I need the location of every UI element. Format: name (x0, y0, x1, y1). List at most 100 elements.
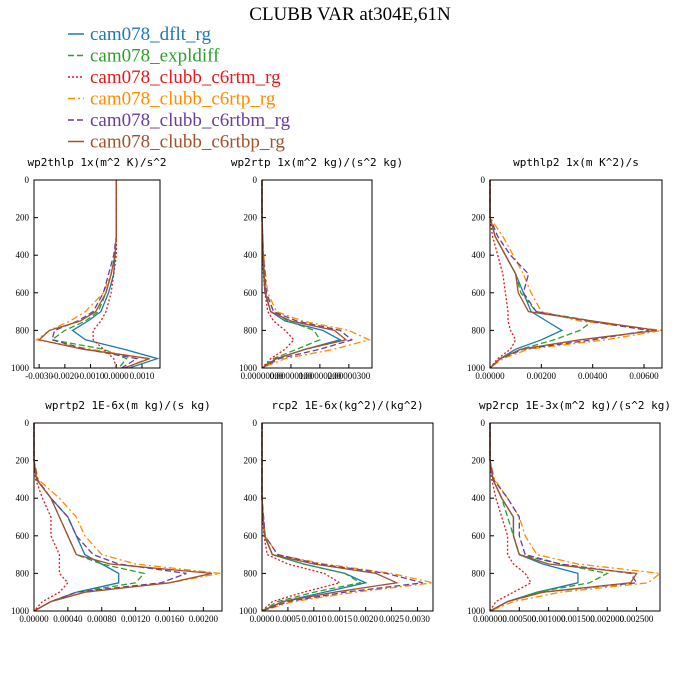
y-tick-label: 1000 (239, 606, 258, 616)
y-tick-label: 400 (16, 493, 30, 503)
x-tick-label: 0.0000 (250, 614, 275, 624)
plot-frame (261, 422, 434, 612)
profile-line (489, 180, 657, 369)
x-tick-label: 0.0000 (104, 371, 129, 381)
x-tick-label: 0.00200 (527, 371, 557, 381)
y-tick-label: 800 (472, 325, 486, 335)
profile-line (261, 180, 372, 369)
legend-label: cam078_clubb_c6rtp_rg (90, 89, 276, 110)
y-tick-label: 600 (244, 288, 258, 298)
legend-label: cam078_clubb_c6rtbm_rg (90, 110, 291, 131)
legend-label: cam078_dflt_rg (90, 24, 212, 45)
profile-line (489, 180, 564, 369)
profile-line (92, 180, 117, 369)
y-tick-label: 0 (253, 418, 258, 428)
plot-frame (33, 179, 161, 369)
profile-line (71, 180, 160, 369)
x-tick-label: 0.0005 (276, 614, 301, 624)
x-tick-label: 0.00000000 (241, 371, 284, 381)
profile-line (33, 423, 221, 612)
profile-line (489, 423, 532, 612)
x-tick-label: 0.0010 (301, 614, 326, 624)
x-tick-label: 0.00000300 (327, 371, 370, 381)
profile-line (261, 423, 368, 612)
y-tick-label: 600 (16, 531, 30, 541)
y-tick-label: 600 (472, 531, 486, 541)
profile-line (261, 423, 342, 612)
y-tick-label: 200 (16, 213, 30, 223)
y-tick-label: 1000 (239, 363, 258, 373)
x-tick-label: 0.00400 (578, 371, 608, 381)
panel-title: rcp2 1E-6x(kg^2)/(kg^2) (271, 399, 423, 412)
y-tick-label: 800 (16, 568, 30, 578)
x-tick-label: -0.0010 (77, 371, 105, 381)
profile-line (261, 423, 363, 612)
profile-line (51, 180, 139, 369)
x-tick-label: -0.0020 (51, 371, 79, 381)
profile-line (33, 423, 212, 612)
y-tick-label: 400 (16, 250, 30, 260)
y-tick-label: 600 (244, 531, 258, 541)
profile-line (261, 423, 423, 612)
profile-line (50, 180, 128, 369)
x-tick-label: 0.00160 (155, 614, 185, 624)
x-tick-label: 0.00120 (121, 614, 151, 624)
profile-line (261, 180, 348, 369)
profile-line (33, 423, 69, 612)
y-tick-label: 1000 (11, 606, 30, 616)
profile-line (261, 180, 321, 369)
y-tick-label: 400 (472, 493, 486, 503)
legend-label: cam078_clubb_c6rtbp_rg (90, 132, 285, 153)
x-tick-label: 0.000500 (502, 614, 536, 624)
profile-line (489, 180, 663, 369)
y-tick-label: 600 (16, 288, 30, 298)
panel-title: wpthlp2 1x(m K^2)/s (513, 156, 639, 169)
x-tick-label: 0.00000100 (270, 371, 313, 381)
x-tick-label: 0.00000200 (299, 371, 342, 381)
x-tick-label: 0.002000 (590, 614, 624, 624)
x-tick-label: 0.001000 (532, 614, 566, 624)
y-tick-label: 1000 (467, 606, 486, 616)
x-tick-label: 0.00200 (189, 614, 219, 624)
profile-line (489, 423, 610, 612)
y-tick-label: 800 (244, 568, 258, 578)
x-tick-label: 0.0015 (327, 614, 352, 624)
x-tick-label: -0.0030 (25, 371, 53, 381)
panel-title: wp2rtp 1x(m^2 kg)/(s^2 kg) (231, 156, 403, 169)
x-tick-label: 0.00000 (475, 371, 505, 381)
y-tick-label: 1000 (11, 363, 30, 373)
panel-title: wp2rcp 1E-3x(m^2 kg)/(s^2 kg) (479, 399, 671, 412)
profile-line (261, 423, 399, 612)
y-tick-label: 600 (472, 288, 486, 298)
profile-line (489, 180, 517, 369)
y-tick-label: 0 (481, 418, 486, 428)
profile-line (489, 423, 638, 612)
y-tick-label: 200 (472, 213, 486, 223)
plot-frame (261, 179, 373, 369)
profile-line (489, 423, 579, 612)
y-tick-label: 0 (25, 175, 30, 185)
y-tick-label: 200 (244, 213, 258, 223)
figure-title: CLUBB VAR at304E,61N (249, 4, 451, 25)
x-tick-label: 0.001500 (561, 614, 595, 624)
y-tick-label: 200 (16, 456, 30, 466)
y-tick-label: 400 (472, 250, 486, 260)
y-tick-label: 800 (16, 325, 30, 335)
x-tick-label: 0.000000 (473, 614, 507, 624)
x-tick-label: 0.0025 (379, 614, 404, 624)
x-tick-label: 0.0030 (405, 614, 430, 624)
y-tick-label: 400 (244, 493, 258, 503)
panel-title: wp2thlp 1x(m^2 K)/s^2 (27, 156, 166, 169)
profile-line (33, 423, 187, 612)
plot-frame (489, 179, 663, 369)
y-tick-label: 1000 (467, 363, 486, 373)
x-tick-label: 0.00080 (87, 614, 117, 624)
x-tick-label: 0.002500 (620, 614, 654, 624)
profile-line (261, 423, 434, 612)
y-tick-label: 0 (481, 175, 486, 185)
y-tick-label: 800 (472, 568, 486, 578)
panel-title: wprtp2 1E-6x(m kg)/(s kg) (45, 399, 211, 412)
profile-line (261, 180, 342, 369)
legend-label: cam078_expldiff (90, 46, 220, 67)
profile-line (489, 423, 638, 612)
